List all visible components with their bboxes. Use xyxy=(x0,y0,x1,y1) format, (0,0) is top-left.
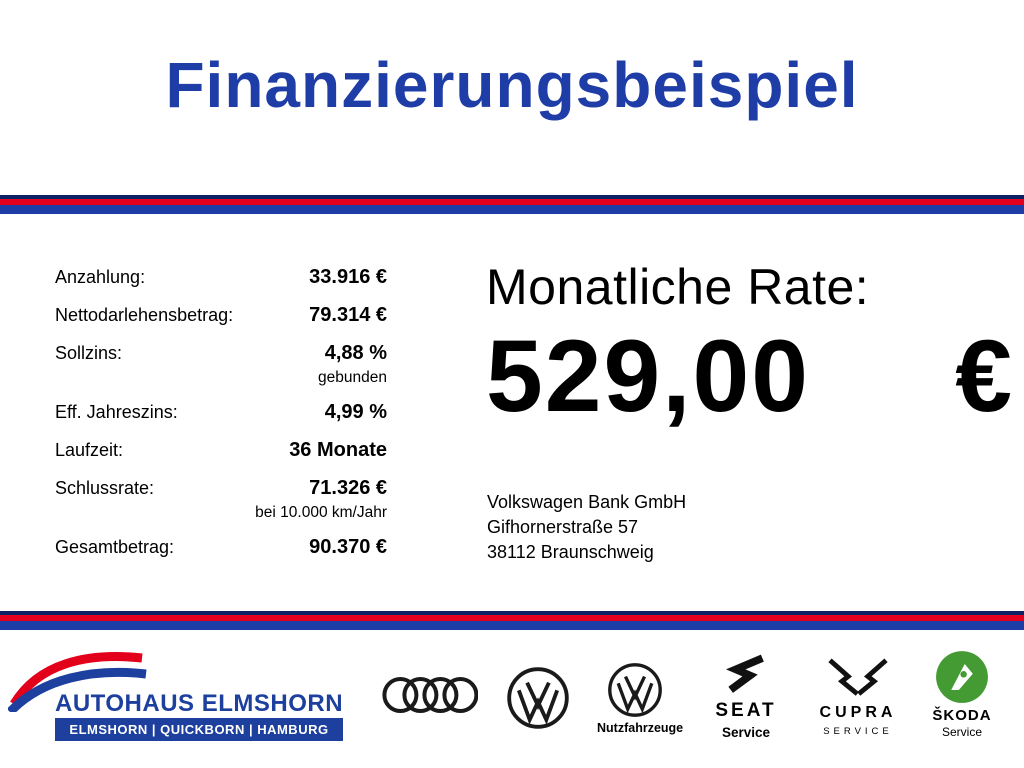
brand-vw-nutzfahrzeuge: Nutzfahrzeuge xyxy=(597,662,684,735)
dealer-logo: AUTOHAUS ELMSHORN ELMSHORN | QUICKBORN |… xyxy=(8,650,348,750)
divider-stripes-bottom xyxy=(0,611,1024,630)
row-value: 4,88 % xyxy=(324,342,387,364)
skoda-caption: Service xyxy=(941,725,982,739)
row-label: Laufzeit: xyxy=(55,440,124,460)
financing-row-anzahlung: Anzahlung: 33.916 € xyxy=(55,266,387,289)
row-value: 71.326 € xyxy=(309,477,387,499)
bank-street: Gifhornerstraße 57 xyxy=(487,517,639,537)
monthly-rate-amount: 529,00 € xyxy=(486,318,1014,435)
page-title: Finanzierungsbeispiel xyxy=(165,49,859,121)
row-label: Gesamtbetrag: xyxy=(55,537,175,557)
stripe-red xyxy=(0,615,1024,621)
seat-logo-icon xyxy=(725,654,764,693)
row-value: 90.370 € xyxy=(309,536,387,558)
seat-caption: Service xyxy=(721,725,771,740)
cupra-logo-icon xyxy=(828,658,888,696)
rate-value: 529,00 xyxy=(486,319,810,433)
cupra-wordmark: CUPRA xyxy=(819,704,897,721)
bank-name: Volkswagen Bank GmbH xyxy=(487,492,687,512)
stripe-blue xyxy=(0,205,1024,214)
brand-skoda: ŠKODA Service xyxy=(920,650,1004,739)
brand-audi xyxy=(380,674,480,716)
brand-seat: SEAT Service xyxy=(704,652,788,740)
divider-stripes-top xyxy=(0,195,1024,214)
bank-address: Volkswagen Bank GmbH Gifhornerstraße 57 … xyxy=(487,490,686,565)
stripe-blue xyxy=(0,621,1024,630)
stripe-navy xyxy=(0,195,1024,199)
skoda-wordmark: ŠKODA xyxy=(932,707,992,724)
skoda-logo-icon xyxy=(936,651,988,703)
row-value: 33.916 € xyxy=(309,266,387,288)
dealer-swoosh-icon xyxy=(8,652,147,712)
row-label: Anzahlung: xyxy=(55,267,146,287)
vw-nutzfahrzeuge-logo-icon xyxy=(608,663,662,717)
financing-row-gesamtbetrag: Gesamtbetrag: 90.370 € xyxy=(55,536,387,559)
row-label: Nettodarlehensbetrag: xyxy=(55,305,234,325)
bank-city: 38112 Braunschweig xyxy=(487,542,654,562)
stripe-navy xyxy=(0,611,1024,615)
stripe-red xyxy=(0,199,1024,205)
vw-nutzfahrzeuge-caption: Nutzfahrzeuge xyxy=(597,721,684,735)
row-value: 4,99 % xyxy=(324,401,387,423)
row-label: Sollzins: xyxy=(55,343,123,363)
financing-row-sollzins: Sollzins: 4,88 % xyxy=(55,342,387,365)
brand-cupra: CUPRA SERVICE xyxy=(810,650,906,737)
rate-currency: € xyxy=(955,319,1014,433)
dealer-name: AUTOHAUS ELMSHORN xyxy=(55,690,344,717)
row-value: 79.314 € xyxy=(309,304,387,326)
row-note-schlussrate: bei 10.000 km/Jahr xyxy=(255,504,387,521)
financing-row-laufzeit: Laufzeit: 36 Monate xyxy=(55,439,387,462)
row-label: Schlussrate: xyxy=(55,478,155,498)
financing-row-nettodarlehensbetrag: Nettodarlehensbetrag: 79.314 € xyxy=(55,304,387,327)
audi-rings-icon xyxy=(382,677,478,713)
row-value: 36 Monate xyxy=(289,439,387,461)
financing-row-eff-jahreszins: Eff. Jahreszins: 4,99 % xyxy=(55,401,387,424)
brand-volkswagen xyxy=(505,666,571,730)
dealer-locations: ELMSHORN | QUICKBORN | HAMBURG xyxy=(55,718,343,741)
monthly-rate-heading: Monatliche Rate: xyxy=(486,259,870,315)
row-label: Eff. Jahreszins: xyxy=(55,402,178,422)
financing-row-schlussrate: Schlussrate: 71.326 € xyxy=(55,477,387,500)
seat-wordmark: SEAT xyxy=(715,700,777,721)
financing-details: Anzahlung: 33.916 € Nettodarlehensbetrag… xyxy=(55,266,387,574)
row-note-sollzins: gebunden xyxy=(318,369,387,386)
cupra-caption: SERVICE xyxy=(823,726,893,737)
vw-logo-icon xyxy=(507,667,569,729)
